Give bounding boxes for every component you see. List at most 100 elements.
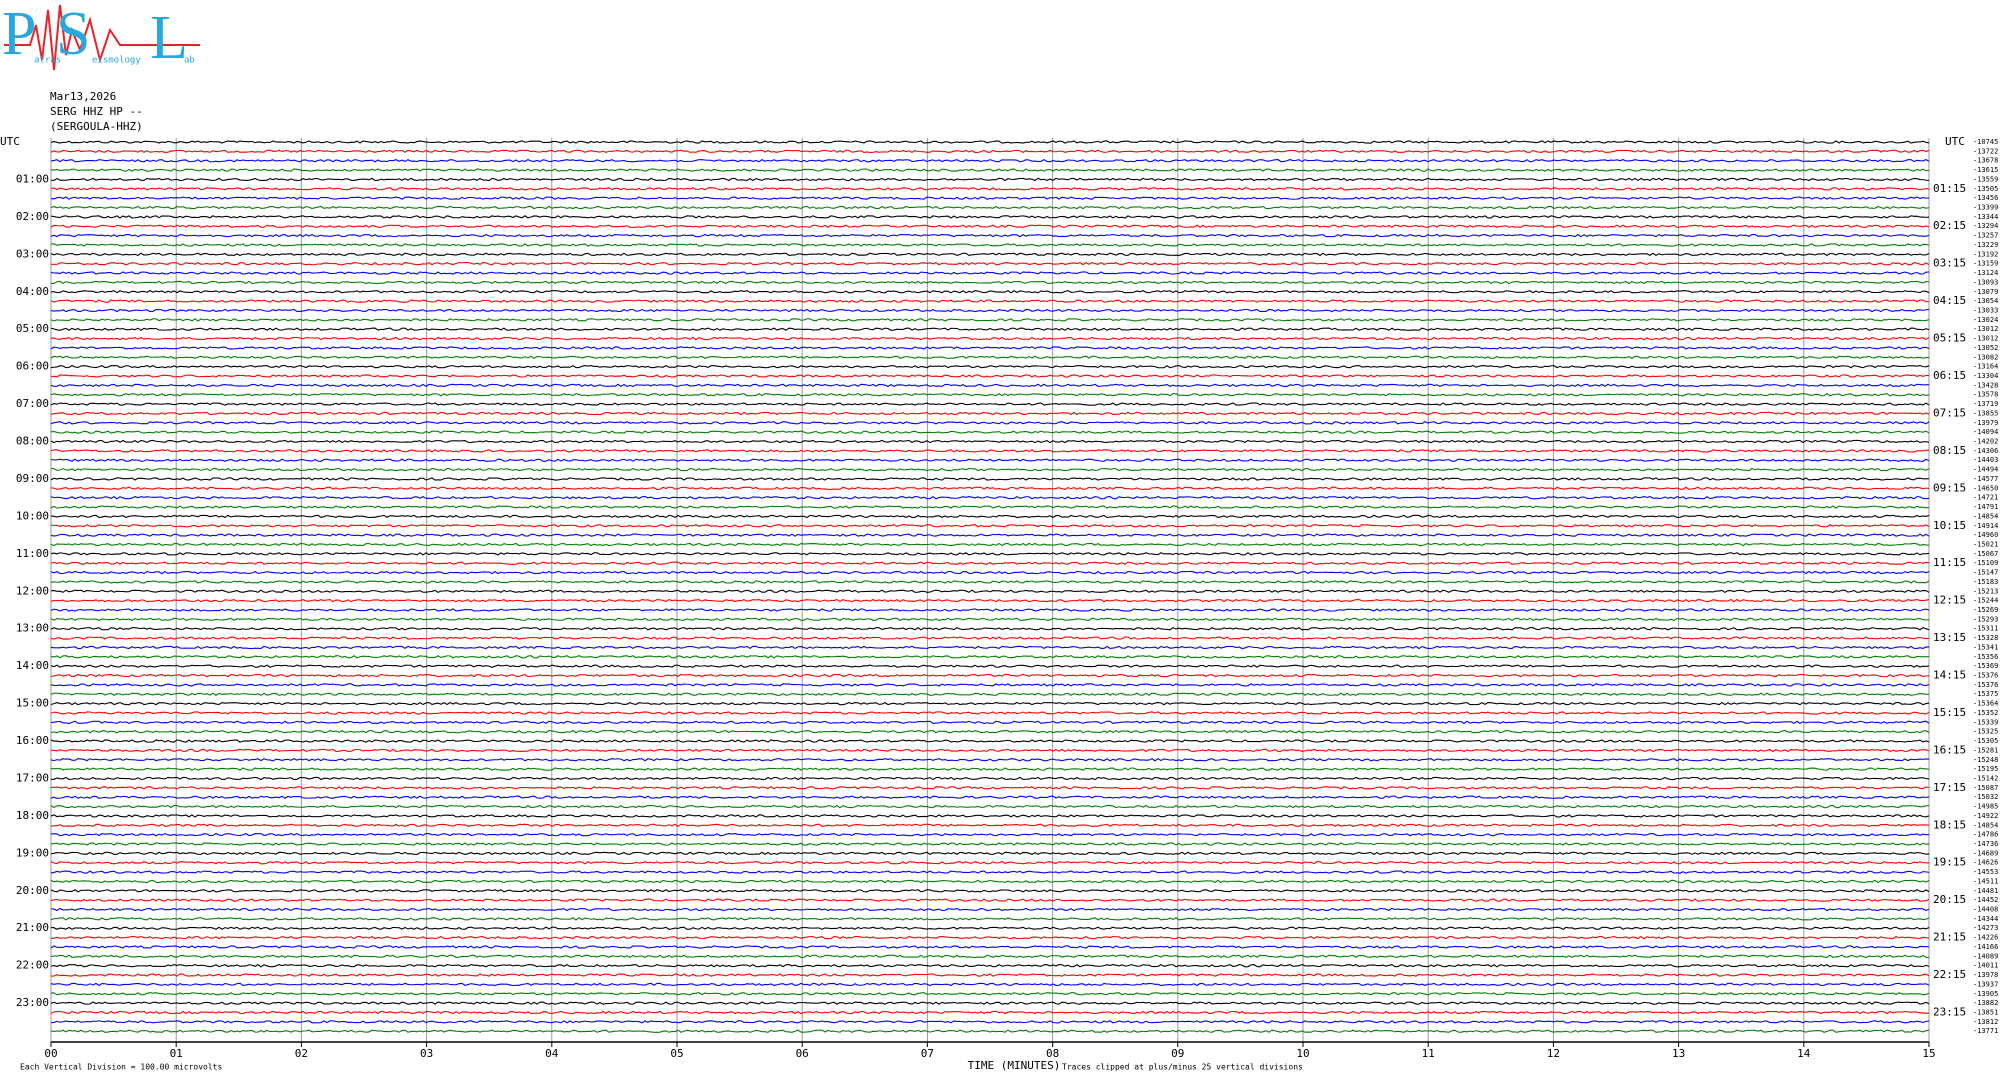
- right-time-label: 04:15: [1933, 294, 1966, 307]
- left-time-label: 12:00: [16, 584, 49, 597]
- trace: [50, 842, 1930, 846]
- trace: [50, 917, 1930, 921]
- trace: [50, 196, 1930, 200]
- trace: [50, 552, 1930, 556]
- trace: [50, 290, 1930, 294]
- x-tick-label: 07: [921, 1047, 934, 1060]
- trace: [50, 617, 1930, 622]
- trace-offset-label: -14226: [1973, 934, 1998, 942]
- trace: [50, 739, 1930, 743]
- trace-offset-label: -13082: [1973, 353, 1998, 361]
- trace-offset-label: -15281: [1973, 746, 1998, 754]
- left-time-label: 21:00: [16, 921, 49, 934]
- right-time-label: 09:15: [1933, 481, 1966, 494]
- left-time-label: 22:00: [16, 959, 49, 972]
- trace: [50, 168, 1930, 172]
- right-time-label: 06:15: [1933, 369, 1966, 382]
- left-time-label: 11:00: [16, 547, 49, 560]
- trace-offset-label: -14089: [1973, 952, 1998, 960]
- trace-offset-label: -13882: [1973, 999, 1998, 1007]
- trace: [50, 393, 1930, 397]
- trace-offset-label: -15067: [1973, 550, 1998, 558]
- trace-offset-label: -13012: [1973, 335, 1998, 343]
- logo-letter: L: [150, 4, 188, 72]
- x-tick-label: 01: [170, 1047, 183, 1060]
- trace-offset-label: -13559: [1973, 175, 1998, 183]
- right-time-label: 10:15: [1933, 519, 1966, 532]
- trace-offset-label: -15021: [1973, 540, 1998, 548]
- trace: [50, 402, 1930, 406]
- trace: [50, 449, 1930, 453]
- trace-offset-label: -13905: [1973, 990, 1998, 998]
- trace-offset-label: -13851: [1973, 1008, 1998, 1016]
- trace: [50, 158, 1930, 163]
- trace: [50, 224, 1930, 228]
- trace-offset-label: -14511: [1973, 877, 1998, 885]
- logo-word: atras: [34, 56, 61, 66]
- trace-offset-label: -14736: [1973, 840, 1998, 848]
- trace-offset-label: -14985: [1973, 803, 1998, 811]
- trace-offset-label: -14689: [1973, 849, 1998, 857]
- trace: [50, 889, 1930, 893]
- trace-offset-label: -15293: [1973, 615, 1998, 623]
- trace-offset-label: -13159: [1973, 260, 1998, 268]
- trace: [50, 664, 1930, 668]
- right-time-label: 17:15: [1933, 781, 1966, 794]
- trace: [50, 851, 1930, 856]
- trace-offset-label: -14481: [1973, 887, 1998, 895]
- subtitle: SERG HHZ HP --: [50, 105, 143, 118]
- trace-offset-label: -14854: [1973, 512, 1998, 520]
- right-time-label: 03:15: [1933, 257, 1966, 270]
- x-tick-label: 03: [420, 1047, 433, 1060]
- trace: [50, 533, 1930, 537]
- trace: [50, 954, 1930, 959]
- x-tick-label: 14: [1797, 1047, 1811, 1060]
- trace: [50, 458, 1930, 462]
- left-time-label: 07:00: [16, 397, 49, 410]
- x-tick-label: 15: [1922, 1047, 1935, 1060]
- trace-offset-label: -14791: [1973, 503, 1998, 511]
- trace: [50, 187, 1930, 191]
- trace-offset-label: -13164: [1973, 363, 1998, 371]
- logo-wave: [4, 4, 200, 71]
- trace-offset-label: -14854: [1973, 821, 1998, 829]
- trace: [50, 814, 1930, 818]
- trace-offset-label: -15195: [1973, 765, 1998, 773]
- trace: [50, 748, 1930, 753]
- trace-offset-label: -15032: [1973, 793, 1998, 801]
- trace-offset-label: -15269: [1973, 606, 1998, 614]
- trace: [50, 570, 1930, 575]
- right-time-label: 02:15: [1933, 219, 1966, 232]
- trace: [50, 177, 1930, 182]
- trace: [50, 776, 1930, 781]
- trace: [50, 327, 1930, 331]
- trace-offset-label: -15213: [1973, 587, 1998, 595]
- trace-offset-label: -13979: [1973, 419, 1998, 427]
- trace: [50, 711, 1930, 715]
- trace-offset-label: -14721: [1973, 494, 1998, 502]
- trace-offset-label: -13578: [1973, 391, 1998, 399]
- left-time-label: 06:00: [16, 360, 49, 373]
- trace: [50, 308, 1930, 313]
- trace: [50, 149, 1930, 154]
- trace-offset-label: -15142: [1973, 774, 1998, 782]
- trace: [50, 514, 1930, 519]
- trace: [50, 673, 1930, 678]
- trace-offset-label: -14914: [1973, 522, 1998, 530]
- trace: [50, 636, 1930, 640]
- trace-offset-label: -13304: [1973, 372, 1998, 380]
- trace-offset-label: -13012: [1973, 325, 1998, 333]
- trace-offset-label: -13257: [1973, 232, 1998, 240]
- trace-offset-label: -14166: [1973, 943, 1998, 951]
- trace-offset-label: -14408: [1973, 906, 1998, 914]
- right-time-label: 05:15: [1933, 332, 1966, 345]
- trace: [50, 580, 1930, 584]
- right-time-label: 18:15: [1933, 818, 1966, 831]
- left-time-label: 14:00: [16, 659, 49, 672]
- x-tick-label: 10: [1296, 1047, 1309, 1060]
- left-time-label: 23:00: [16, 996, 49, 1009]
- trace-offset-label: -15328: [1973, 634, 1998, 642]
- trace-offset-label: -15305: [1973, 737, 1998, 745]
- trace: [50, 935, 1930, 940]
- left-time-label: 08:00: [16, 435, 49, 448]
